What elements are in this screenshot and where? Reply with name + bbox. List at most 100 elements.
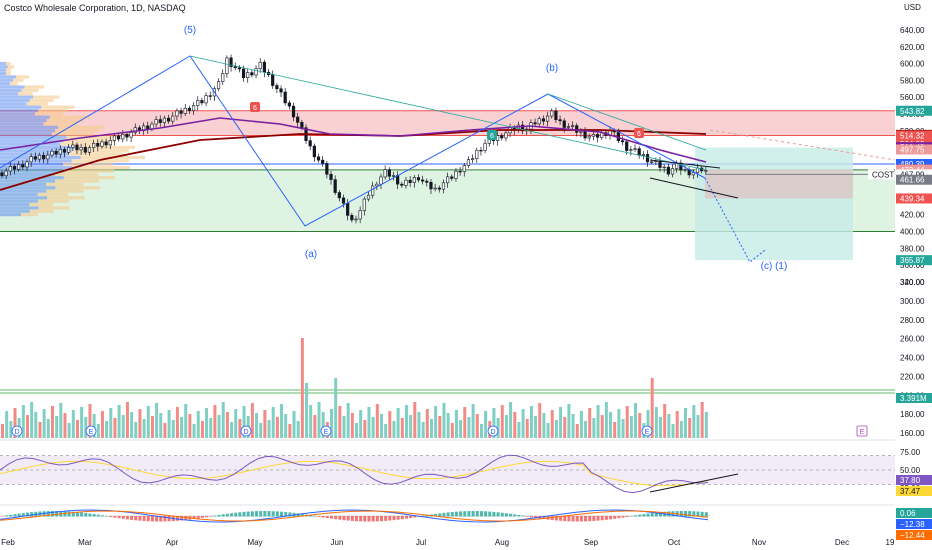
target-box xyxy=(695,147,853,261)
macd-histogram-bar xyxy=(50,511,54,517)
macd-histogram-bar xyxy=(550,516,554,521)
candle-body xyxy=(633,148,637,150)
price-tag-box xyxy=(896,130,932,141)
candle-badge-box xyxy=(634,128,644,138)
candle-body xyxy=(666,166,670,175)
elliott-wave-line xyxy=(0,55,706,227)
candle-body xyxy=(641,154,645,156)
price-tick-label: 260.00 xyxy=(900,335,925,344)
volume-bar xyxy=(629,416,633,438)
candle-body xyxy=(462,165,466,172)
candle-body xyxy=(533,122,537,125)
volume-bar xyxy=(400,418,404,438)
rsi-line xyxy=(0,454,709,494)
volume-bar xyxy=(96,424,100,438)
event-marker-text: E xyxy=(89,429,94,436)
volume-profile-bar xyxy=(0,196,47,200)
candle-body xyxy=(0,172,4,177)
event-marker-text: D xyxy=(490,429,495,436)
volume-profile-bar xyxy=(0,65,8,69)
volume-bar xyxy=(63,413,67,438)
volume-bar xyxy=(250,403,254,438)
macd-histogram-bar xyxy=(5,515,9,517)
candle-body xyxy=(17,164,21,170)
macd-histogram-bar xyxy=(571,516,575,522)
event-marker-box xyxy=(85,425,97,437)
volume-bar xyxy=(434,406,438,438)
volume-bar xyxy=(367,407,371,438)
candle-body xyxy=(46,154,50,160)
volume-bar xyxy=(442,403,446,438)
volume-bar xyxy=(125,402,129,438)
volume-bar xyxy=(650,378,654,438)
macd-histogram-bar xyxy=(509,513,513,517)
event-marker: E xyxy=(641,425,653,437)
volume-profile-bar xyxy=(0,118,47,123)
macd-histogram-bar xyxy=(325,516,329,519)
candle-body xyxy=(158,119,162,123)
volume-profile-bar xyxy=(75,145,135,150)
volume-bar xyxy=(513,412,517,438)
candle-body xyxy=(225,57,229,74)
candle-body xyxy=(446,176,450,184)
candle-body xyxy=(421,179,425,182)
candle-body xyxy=(616,131,620,141)
volume-profile-bar xyxy=(0,209,30,213)
candle-body xyxy=(171,115,175,122)
macd-histogram-bar xyxy=(650,512,654,517)
candle-body xyxy=(570,125,575,127)
candle-body xyxy=(433,187,437,190)
candle-body xyxy=(162,117,167,123)
macd-histogram-bar xyxy=(146,516,150,522)
volume-bar xyxy=(292,411,296,438)
volume-bar xyxy=(517,422,521,438)
volume-bar xyxy=(438,416,442,438)
trend-line-b xyxy=(547,93,707,151)
macd-histogram-bar xyxy=(346,516,350,521)
time-axis-label: Jun xyxy=(331,538,344,547)
candle-body xyxy=(21,164,25,168)
volume-bar xyxy=(700,402,704,438)
macd-histogram-bar xyxy=(396,516,400,520)
candle-body xyxy=(37,154,42,160)
macd-histogram-bar xyxy=(517,514,521,517)
candle-body xyxy=(179,110,183,114)
candle-body xyxy=(237,67,241,70)
candle-body xyxy=(112,135,117,141)
volume-bar xyxy=(450,423,454,438)
macd-histogram-bar xyxy=(230,513,234,517)
event-marker: E xyxy=(320,425,332,437)
volume-bar xyxy=(479,424,483,438)
candle-body xyxy=(333,179,337,193)
macd-histogram-bar xyxy=(88,513,92,517)
macd-histogram-bar xyxy=(696,511,700,517)
volume-profile-bar xyxy=(0,145,75,150)
candle-body xyxy=(221,73,225,82)
event-marker-text: E xyxy=(324,429,329,436)
projected-resistance-line xyxy=(709,129,896,161)
macd-histogram-bar xyxy=(688,511,692,517)
candle-body xyxy=(679,162,683,171)
price-tag: 514.32 xyxy=(896,130,932,141)
candle-body xyxy=(591,134,595,137)
volume-bar xyxy=(209,418,213,438)
volume-bar xyxy=(225,412,229,438)
currency-label: USD xyxy=(904,3,921,12)
event-marker: E xyxy=(856,425,868,437)
volume-bar xyxy=(159,413,163,438)
volume-profile-bar xyxy=(33,95,60,99)
macd-histogram-bar xyxy=(55,511,59,517)
macd-histogram-bar xyxy=(617,516,621,519)
candle-body xyxy=(241,68,246,78)
price-tick-label: 360.00 xyxy=(900,261,925,270)
volume-bar xyxy=(71,410,75,438)
volume-bar xyxy=(350,413,354,438)
candle-body xyxy=(575,125,579,133)
macd-histogram-bar xyxy=(367,516,371,522)
price-tag: 543.82 xyxy=(896,105,932,116)
macd-histogram-bar xyxy=(629,515,633,517)
volume-tag-text: 3.391M xyxy=(900,394,927,403)
macd-histogram-bar xyxy=(596,516,600,521)
macd-histogram-bar xyxy=(21,513,25,517)
